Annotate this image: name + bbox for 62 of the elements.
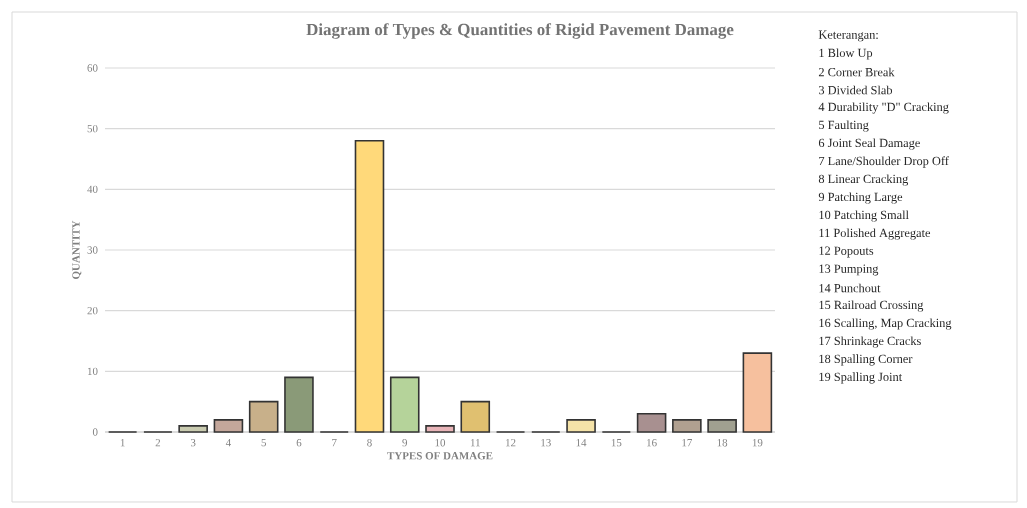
bar [636, 412, 667, 433]
x-tick-label: 11 [470, 439, 480, 447]
bar [672, 419, 702, 433]
bar [566, 419, 596, 433]
text: 11 Polished Aggregate [819, 228, 931, 240]
chart-title: Diagram of Types & Quantities of Rigid Pavement Damage [306, 23, 734, 39]
text: 12 Popouts [819, 246, 874, 258]
y-tick-label: 60 [87, 64, 98, 72]
text: 1 Blow Up [819, 48, 873, 60]
x-tick-label: 17 [682, 439, 693, 447]
x-tick-label: 19 [752, 439, 763, 447]
x-tick-label: 3 [190, 439, 196, 447]
x-tick-label: 15 [611, 439, 622, 447]
x-tick-label: 9 [402, 439, 408, 447]
y-tick-label: 30 [87, 246, 98, 254]
text: 8 Linear Cracking [818, 174, 909, 186]
x-tick-label: 8 [367, 439, 372, 447]
x-tick-label: 16 [647, 439, 657, 447]
text: 14 Punchout [819, 283, 881, 293]
y-tick-label: 0 [92, 428, 98, 436]
text: 4 Durability "D" Cracking [818, 102, 949, 114]
text: 6 Joint Seal Damage [818, 138, 920, 150]
text: 9 Patching Large [818, 192, 903, 204]
bar [707, 419, 737, 433]
x-tick-label: 12 [506, 439, 516, 447]
text: 15 Railroad Crossing [819, 300, 924, 312]
x-tick-label: 2 [155, 439, 161, 447]
text: 2 Corner Break [818, 67, 895, 77]
text: 19 Spalling Joint [819, 372, 903, 384]
bar [460, 400, 491, 433]
y-axis-title: QUANTITY [72, 220, 82, 279]
x-tick-label: 10 [435, 439, 446, 447]
text: 16 Scalling, Map Cracking [819, 318, 952, 330]
x-tick-label: 7 [332, 439, 337, 447]
text: 18 Spalling Corner [819, 354, 913, 366]
text: 13 Pumping [819, 264, 879, 276]
text: 7 Lane/Shoulder Drop Off [819, 156, 949, 168]
y-tick-label: 20 [87, 306, 98, 315]
text: Keterangan: [818, 30, 878, 42]
bar [425, 425, 455, 433]
bar [354, 139, 385, 433]
bar [248, 400, 279, 433]
text: 10 Patching Small [819, 210, 909, 222]
x-tick-label: 6 [296, 439, 302, 447]
x-tick-label: 5 [261, 439, 267, 447]
text: 17 Shrinkage Cracks [819, 336, 921, 348]
y-tick-label: 10 [87, 367, 98, 375]
x-axis-title: TYPES OF DAMAGE [387, 452, 493, 460]
x-tick-label: 4 [225, 439, 231, 447]
bar [213, 419, 244, 433]
x-tick-label: 13 [541, 439, 551, 447]
bar [389, 376, 420, 433]
bar [178, 425, 208, 433]
x-tick-label: 14 [576, 439, 587, 447]
x-tick-label: 18 [717, 439, 728, 447]
y-tick-label: 50 [87, 124, 98, 133]
bar [284, 376, 314, 433]
text: 3 Divided Slab [818, 85, 893, 95]
y-tick-label: 40 [87, 185, 98, 194]
x-tick-label: 1 [120, 439, 125, 447]
text: 5 Faulting [819, 120, 869, 132]
bar [742, 352, 773, 433]
